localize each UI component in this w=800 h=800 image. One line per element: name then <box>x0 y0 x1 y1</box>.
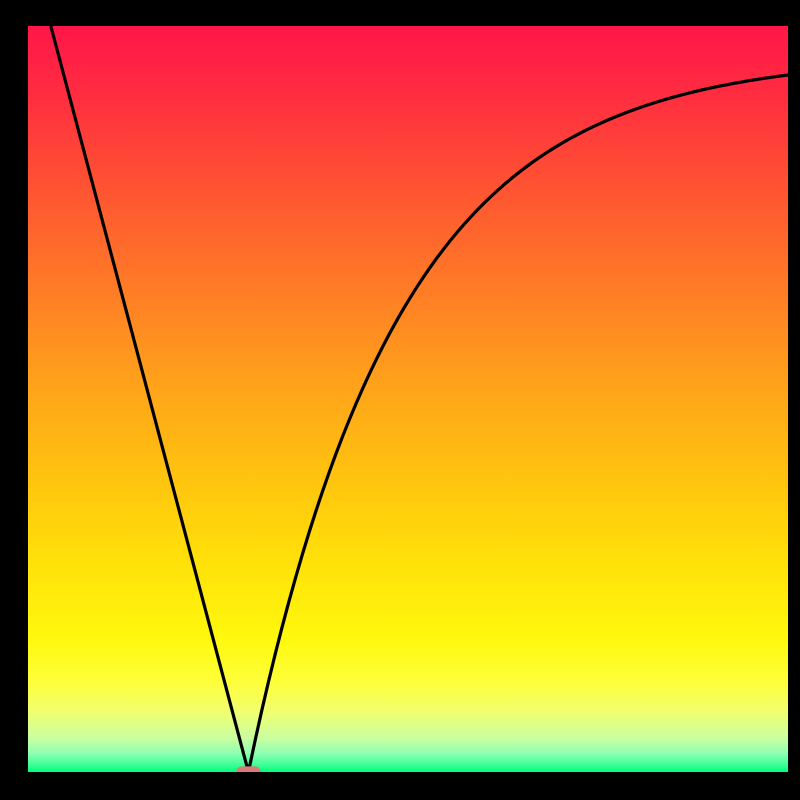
chart-plot-area <box>28 26 788 772</box>
chart-svg <box>28 26 788 772</box>
frame-right <box>788 0 800 800</box>
chart-background <box>28 26 788 772</box>
frame-left <box>0 0 28 800</box>
frame-top <box>0 0 800 26</box>
frame-bottom <box>0 772 800 800</box>
